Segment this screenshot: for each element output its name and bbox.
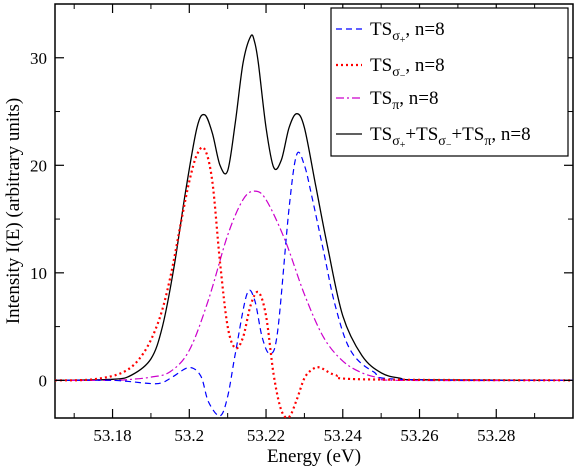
- legend-text-part: +TS: [405, 124, 438, 145]
- y-tick-label: 20: [30, 156, 47, 175]
- y-axis-title: Intensity I(E) (arbitrary units): [3, 98, 24, 324]
- legend-text-part: , n=8: [405, 55, 444, 76]
- series-line-3: [54, 34, 574, 382]
- x-tick-label: 53.26: [400, 426, 438, 445]
- y-tick-label: 0: [39, 371, 48, 390]
- legend-text-part: TS: [370, 88, 392, 109]
- legend-text-subsub: −: [446, 140, 452, 151]
- legend-text-sub: π: [392, 98, 399, 113]
- legend-text-part: TS: [370, 19, 392, 40]
- legend-text-part: TS: [370, 55, 392, 76]
- legend-text-sub: σ: [392, 29, 400, 44]
- legend-text-subsub: +: [400, 35, 406, 46]
- legend-text-part: , n=8: [491, 124, 530, 145]
- y-tick-label: 10: [30, 264, 47, 283]
- legend-text-sub: σ: [392, 134, 400, 149]
- x-tick-label: 53.22: [247, 426, 285, 445]
- series-layer: [54, 34, 574, 419]
- x-tick-label: 53.24: [324, 426, 363, 445]
- legend-text-part: TS: [370, 124, 392, 145]
- legend-text-sub: π: [484, 134, 491, 149]
- series-line-2: [54, 190, 574, 382]
- legend-text-subsub: +: [400, 140, 406, 151]
- legend-label: TSσ−, n=8: [370, 55, 445, 82]
- x-axis-title: Energy (eV): [267, 446, 361, 467]
- x-tick-label: 53.2: [174, 426, 204, 445]
- x-tick-label: 53.18: [93, 426, 131, 445]
- x-tick-label: 53.28: [477, 426, 515, 445]
- legend-text-part: , n=8: [399, 88, 438, 109]
- series-line-0: [54, 151, 574, 417]
- legend-text-subsub: −: [400, 71, 406, 82]
- legend-text-part: , n=8: [405, 19, 444, 40]
- legend-label: TSσ+, n=8: [370, 19, 445, 46]
- legend-label: TSσ++TSσ−+TSπ, n=8: [370, 124, 531, 151]
- legend-box: [330, 7, 569, 157]
- legend-text-sub: σ: [392, 65, 400, 80]
- legend-text-sub: σ: [438, 134, 446, 149]
- y-tick-label: 30: [30, 49, 47, 68]
- legend-text-part: +TS: [451, 124, 484, 145]
- legend-label: TSπ, n=8: [370, 88, 438, 113]
